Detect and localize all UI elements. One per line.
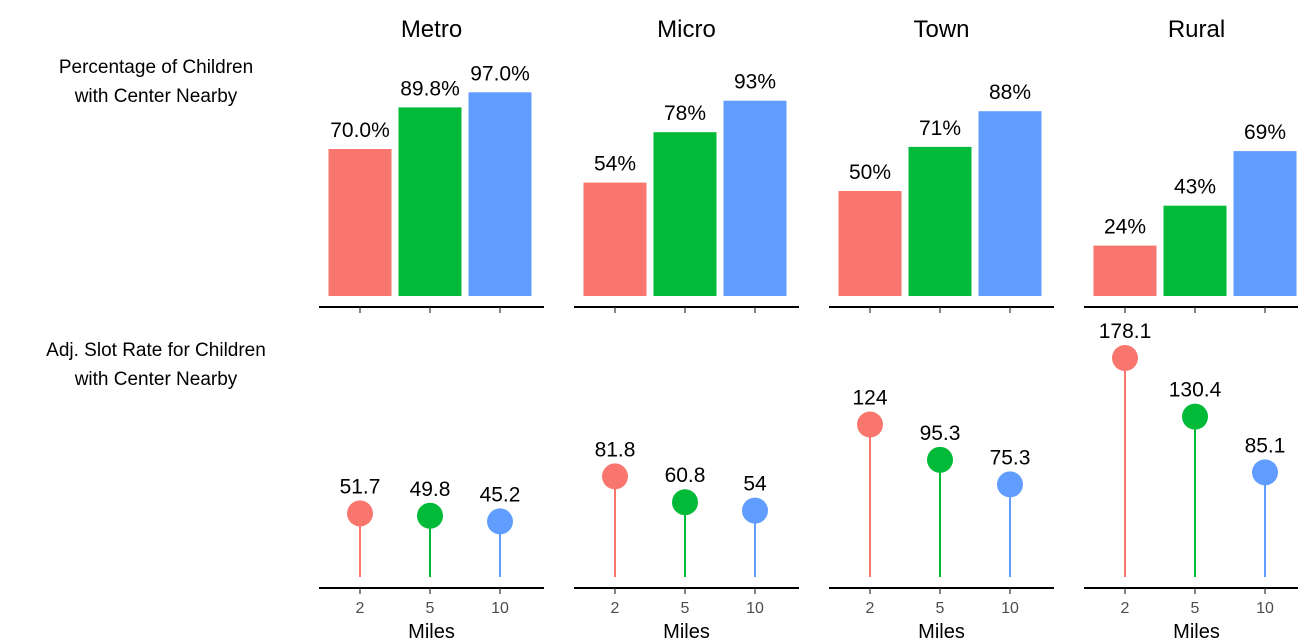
bar-value-label: 89.8% [400, 77, 460, 100]
x-tick-label: 2 [611, 600, 620, 617]
point-value-label: 60.8 [665, 464, 706, 487]
bar-value-label: 70.0% [330, 119, 390, 142]
x-tick-label: 10 [746, 600, 764, 617]
x-axis-title: Miles [408, 621, 455, 643]
bar [328, 149, 392, 296]
lollipop-point [347, 500, 373, 527]
point-value-label: 45.2 [480, 483, 521, 506]
lollipop-point [487, 508, 513, 535]
lollipop-point [857, 411, 883, 438]
x-tick-label: 5 [681, 600, 690, 617]
point-value-label: 51.7 [340, 475, 381, 498]
row-label: with Center Nearby [74, 86, 238, 107]
bar [1093, 245, 1157, 296]
bar [908, 146, 972, 296]
x-tick-label: 5 [426, 600, 435, 617]
x-tick-label: 2 [866, 600, 875, 617]
bar-value-label: 97.0% [470, 62, 530, 85]
bar-value-label: 71% [919, 117, 961, 140]
x-axis-title: Miles [918, 621, 965, 643]
lollipop-point [417, 502, 443, 529]
bar [1163, 205, 1227, 296]
point-value-label: 54 [743, 473, 767, 496]
panel-title: Micro [657, 16, 716, 43]
point-value-label: 95.3 [920, 422, 961, 445]
point-value-label: 75.3 [990, 446, 1031, 469]
lollipop-point [602, 463, 628, 490]
point-value-label: 178.1 [1099, 320, 1152, 343]
bar [978, 111, 1042, 296]
panel-title: Town [913, 16, 969, 43]
bar-value-label: 50% [849, 161, 891, 184]
lollipop-point [927, 446, 953, 473]
bar [838, 191, 902, 296]
lollipop-point [742, 497, 768, 524]
point-value-label: 130.4 [1169, 379, 1222, 402]
bar-value-label: 93% [734, 71, 776, 94]
x-tick-label: 5 [1191, 600, 1200, 617]
point-value-label: 49.8 [410, 478, 451, 501]
bar [1233, 151, 1297, 296]
lollipop-point [1252, 459, 1278, 486]
panel-title: Rural [1168, 16, 1225, 43]
lollipop-point [1182, 403, 1208, 430]
x-tick-label: 10 [491, 600, 509, 617]
bar [398, 107, 462, 296]
x-axis-title: Miles [663, 621, 710, 643]
bar-value-label: 43% [1174, 176, 1216, 199]
lollipop-point [672, 489, 698, 516]
x-tick-label: 10 [1001, 600, 1019, 617]
bar [583, 182, 647, 296]
bar-value-label: 24% [1104, 216, 1146, 239]
bar [723, 100, 787, 296]
x-tick-label: 10 [1256, 600, 1274, 617]
x-tick-label: 2 [356, 600, 365, 617]
row-label: Adj. Slot Rate for Children [46, 340, 266, 361]
panel-title: Metro [401, 16, 462, 43]
point-value-label: 124 [852, 387, 887, 410]
row-label: with Center Nearby [74, 369, 238, 390]
x-tick-label: 2 [1121, 600, 1130, 617]
bar [653, 132, 717, 296]
row-label: Percentage of Children [59, 57, 253, 78]
bar-value-label: 88% [989, 81, 1031, 104]
bar-value-label: 78% [664, 102, 706, 125]
lollipop-point [997, 471, 1023, 498]
bar [468, 92, 532, 296]
point-value-label: 85.1 [1245, 434, 1286, 457]
lollipop-point [1112, 345, 1138, 371]
x-axis-title: Miles [1173, 621, 1220, 643]
point-value-label: 81.8 [595, 438, 636, 461]
bar-value-label: 69% [1244, 121, 1286, 144]
x-tick-label: 5 [936, 600, 945, 617]
bar-value-label: 54% [594, 153, 636, 176]
